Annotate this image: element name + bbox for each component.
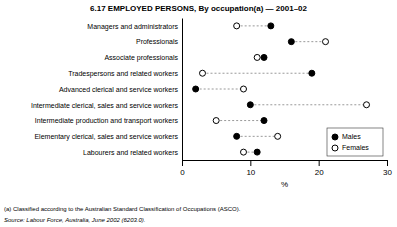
chart: 6.17 EMPLOYED PERSONS, By occupation(a) …	[0, 0, 397, 227]
connector	[237, 25, 271, 26]
connector	[196, 89, 244, 90]
dot	[309, 70, 315, 76]
legend-label: Males	[342, 133, 361, 140]
y-tick: Elementary clerical, sales and service w…	[34, 133, 182, 141]
x-tick-label: 0	[180, 168, 185, 177]
legend-entry: Males	[332, 133, 361, 140]
dot	[241, 86, 247, 92]
plot: 0 10 20 30% Managers and administrators Profe…	[31, 19, 393, 190]
footnote: Source: Labour Force, Australia, June 20…	[4, 217, 146, 223]
x-axis: 0 10 20 30	[180, 160, 392, 177]
y-tick-label: Intermediate production and transport wo…	[35, 117, 179, 125]
x-axis-title: %	[281, 180, 288, 189]
legend-entry: Females	[332, 144, 369, 151]
x-tick-mark	[182, 160, 183, 166]
x-axis-line	[183, 161, 388, 167]
y-tick-label: Labourers and related workers	[83, 149, 178, 156]
dot	[234, 23, 240, 29]
y-tick-label: Associate professionals	[104, 54, 178, 62]
dot	[323, 39, 329, 45]
y-tick-label: Tradespersons and related workers	[68, 70, 178, 78]
dot	[254, 149, 260, 155]
y-tick-label: Intermediate clerical, sales and service…	[31, 102, 179, 109]
legend-frame	[327, 128, 383, 156]
dot	[200, 70, 206, 76]
y-tick-label: Advanced clerical and service workers	[59, 86, 179, 93]
legend: Males Females	[327, 128, 383, 156]
connector	[237, 136, 278, 137]
x-tick-mark	[319, 160, 320, 166]
dot	[254, 54, 260, 60]
x-tick-label: 30	[383, 168, 392, 177]
y-axis: Managers and administrators Professionals…	[31, 19, 183, 161]
connector	[291, 41, 325, 42]
y-tick-label: Professionals	[136, 38, 179, 45]
dot	[193, 86, 199, 92]
x-tick: 0	[180, 160, 185, 177]
x-tick-label: 20	[315, 168, 324, 177]
dot	[261, 54, 267, 60]
dot	[261, 118, 267, 124]
y-tick: Tradespersons and related workers	[68, 70, 182, 78]
y-tick: Professionals	[136, 38, 182, 45]
y-tick: Advanced clerical and service workers	[59, 86, 182, 93]
dot	[241, 149, 247, 155]
connector	[250, 104, 366, 105]
x-tick: 30	[383, 160, 392, 177]
y-tick: Labourers and related workers	[83, 149, 182, 156]
x-tick: 20	[315, 160, 324, 177]
legend-label: Females	[342, 144, 369, 151]
y-tick-label: Elementary clerical, sales and service w…	[34, 133, 178, 141]
legend-swatch	[332, 145, 338, 151]
x-tick-mark	[387, 160, 388, 166]
dot	[288, 39, 294, 45]
dot	[213, 118, 219, 124]
footnote: (a) Classified according to the Australi…	[4, 206, 241, 212]
y-tick: Intermediate production and transport wo…	[35, 117, 182, 125]
dot	[275, 133, 281, 139]
x-tick: 10	[246, 160, 255, 177]
y-tick: Intermediate clerical, sales and service…	[31, 102, 182, 109]
y-tick: Managers and administrators	[87, 23, 182, 31]
dot	[247, 102, 253, 108]
x-tick-mark	[250, 160, 251, 166]
y-tick-label: Managers and administrators	[87, 23, 178, 31]
x-tick-label: 10	[246, 168, 255, 177]
connector	[203, 73, 312, 74]
marks	[193, 23, 370, 155]
dot	[268, 23, 274, 29]
title: 6.17 EMPLOYED PERSONS, By occupation(a) …	[90, 4, 308, 13]
y-axis-line	[182, 19, 183, 161]
legend-swatch	[332, 134, 338, 140]
connector	[216, 120, 264, 121]
y-tick: Associate professionals	[104, 54, 182, 62]
dot	[364, 102, 370, 108]
dot	[234, 133, 240, 139]
